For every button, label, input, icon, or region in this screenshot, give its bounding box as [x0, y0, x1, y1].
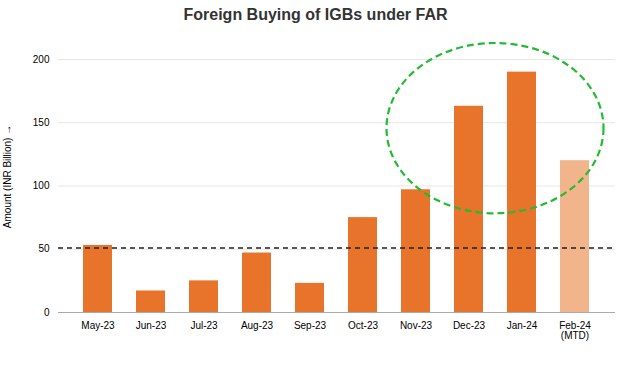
svg-text:200: 200	[33, 54, 50, 65]
svg-text:150: 150	[33, 117, 50, 128]
svg-text:0: 0	[44, 307, 50, 318]
html-text:Foreign Buying of IGBs under F: Foreign Buying of IGBs under FAR	[183, 6, 448, 23]
svg-text:Amount (INR Billion) →: Amount (INR Billion) →	[2, 125, 13, 228]
svg-text:50: 50	[38, 243, 50, 254]
svg-text:May-23: May-23	[81, 320, 115, 331]
svg-text:Aug-23: Aug-23	[241, 320, 274, 331]
svg-text:Sep-23: Sep-23	[294, 320, 327, 331]
svg-text:Jun-23: Jun-23	[136, 320, 167, 331]
svg-text:100: 100	[33, 180, 50, 191]
svg-text:Jul-23: Jul-23	[190, 320, 218, 331]
svg-text:Jan-24: Jan-24	[507, 320, 538, 331]
svg-text:Dec-23: Dec-23	[453, 320, 486, 331]
svg-text:Nov-23: Nov-23	[400, 320, 433, 331]
svg-text:Feb-24(MTD): Feb-24(MTD)	[559, 320, 591, 341]
svg-text:Oct-23: Oct-23	[348, 320, 378, 331]
